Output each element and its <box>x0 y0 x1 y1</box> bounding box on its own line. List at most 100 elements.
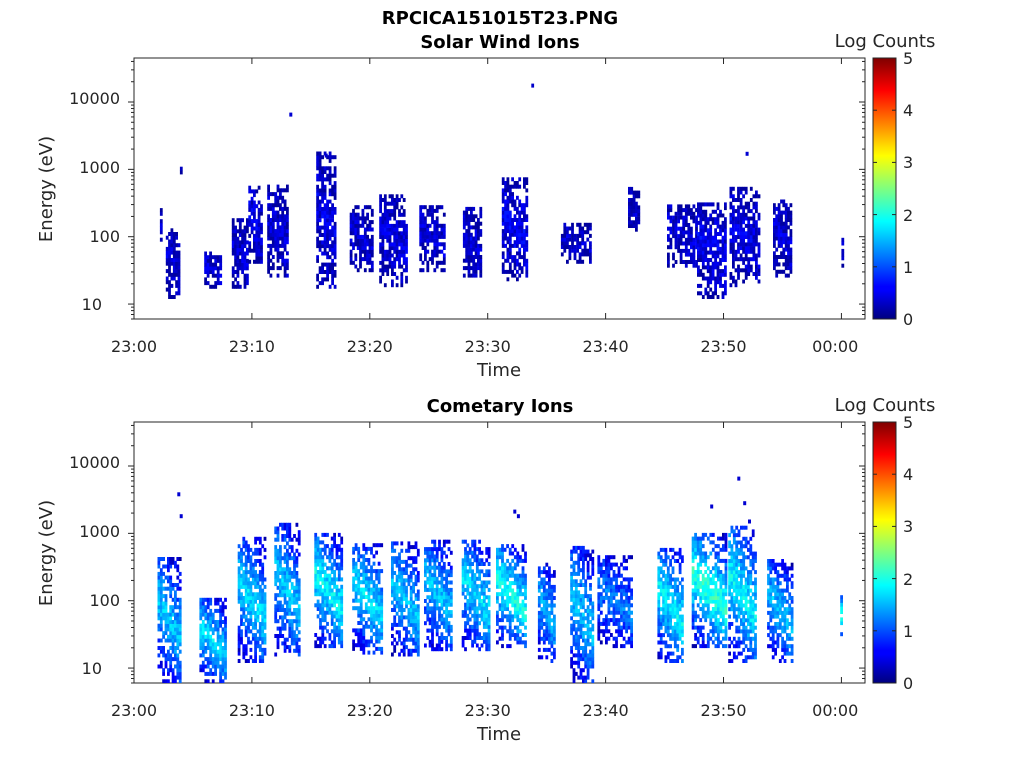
spectrogram-cell <box>506 188 510 193</box>
spectrogram-cell <box>511 255 514 260</box>
spectrogram-cell <box>687 230 691 235</box>
spectrogram-cell <box>333 225 337 230</box>
x-axis-solar-wind: 23:00 23:10 23:20 23:30 23:40 23:50 00:0… <box>111 58 858 356</box>
spectrogram-cell <box>482 595 486 600</box>
spectrogram-cell <box>755 227 758 232</box>
spectrogram-cell <box>321 166 324 171</box>
spectrogram-cell <box>445 569 448 574</box>
spectrogram-cell <box>249 584 253 589</box>
spectrogram-cell <box>247 599 250 604</box>
spectrogram-cell <box>286 240 289 245</box>
spectrogram-cell <box>250 222 254 227</box>
spectrogram-cell <box>363 234 367 239</box>
spectrogram-cell <box>402 648 406 653</box>
spectrogram-cell <box>167 616 170 621</box>
spectrogram-cell <box>250 226 254 231</box>
spectrogram-cell <box>242 570 246 575</box>
spectrogram-cell <box>393 637 397 642</box>
spectrogram-cell <box>328 644 332 649</box>
spectrogram-cell <box>297 537 301 542</box>
spectrogram-cell <box>537 570 541 575</box>
spectrogram-cell <box>176 671 180 676</box>
spectrogram-cell <box>440 576 444 581</box>
spectrogram-cell <box>742 260 745 265</box>
spectrogram-cell <box>516 218 519 222</box>
spectrogram-cell <box>321 547 325 552</box>
spectrogram-cell <box>513 581 517 586</box>
spectrogram-cell <box>400 272 404 276</box>
spectrogram-cell <box>699 269 703 274</box>
spectrogram-cell <box>354 205 358 210</box>
spectrogram-cell <box>470 266 473 271</box>
spectrogram-cell <box>176 564 180 569</box>
spectrogram-cell <box>468 628 472 633</box>
spectrogram-cell <box>782 229 786 234</box>
spectrogram-cell <box>362 561 366 566</box>
spectrogram-cell <box>231 281 235 286</box>
spectrogram-cell <box>206 262 210 267</box>
spectrogram-cell <box>283 589 287 594</box>
spectrogram-cell <box>354 598 358 603</box>
spectrogram-cell <box>214 671 217 676</box>
spectrogram-cell <box>321 577 325 582</box>
spectrogram-cell <box>331 229 334 234</box>
spectrogram-cell <box>323 595 327 600</box>
spectrogram-cell <box>286 556 289 561</box>
spectrogram-cell <box>244 651 248 656</box>
spectrogram-cell <box>333 207 337 211</box>
spectrogram-cell <box>435 576 439 581</box>
spectrogram-cell <box>323 544 327 549</box>
spectrogram-cell <box>465 214 469 219</box>
spectrogram-cell <box>442 539 446 544</box>
spectrogram-cell <box>321 266 324 271</box>
spectrogram-cell <box>721 258 725 262</box>
spectrogram-cell <box>321 177 324 182</box>
spectrogram-cell <box>359 264 362 269</box>
spectrogram-cell <box>739 253 743 258</box>
spectrogram-cell <box>409 611 413 616</box>
spectrogram-cell <box>407 548 411 553</box>
spectrogram-cell <box>214 620 217 624</box>
spectrogram-cell <box>511 581 515 586</box>
spectrogram-cell <box>221 605 225 610</box>
spectrogram-cell <box>286 266 289 271</box>
spectrogram-cell <box>258 625 262 630</box>
spectrogram-cell <box>244 596 248 600</box>
spectrogram-cell <box>379 205 382 210</box>
spectrogram-cell <box>737 235 740 239</box>
spectrogram-cell <box>572 579 576 584</box>
spectrogram-cell <box>496 595 499 600</box>
spectrogram-cell <box>464 587 467 592</box>
spectrogram-cell <box>293 552 296 557</box>
spectrogram-cell <box>496 566 499 571</box>
spectrogram-cell <box>414 574 418 579</box>
spectrogram-cell <box>480 613 484 618</box>
spectrogram-cell <box>364 583 368 588</box>
spectrogram-cell <box>573 256 577 261</box>
spectrogram-cell <box>395 541 399 546</box>
spectrogram-cell <box>241 218 244 223</box>
spectrogram-cell <box>734 235 738 239</box>
spectrogram-cell <box>367 576 371 581</box>
spectrogram-cell <box>169 631 173 636</box>
spectrogram-cell <box>749 268 753 273</box>
spectrogram-cell <box>506 607 509 611</box>
spectrogram-cell <box>438 223 441 228</box>
spectrogram-cell <box>421 212 425 217</box>
spectrogram-cell <box>467 255 471 259</box>
spectrogram-cell <box>682 208 686 213</box>
spectrogram-cell <box>237 566 241 571</box>
spectrogram-cell <box>267 221 270 226</box>
spectrogram-cell <box>775 258 779 263</box>
spectrogram-cell <box>421 216 425 221</box>
spectrogram-cell <box>388 242 392 247</box>
spectrogram-cell <box>478 591 481 596</box>
spectrogram-cell <box>314 544 318 549</box>
spectrogram-cell <box>323 218 327 223</box>
spectrogram-cell <box>314 644 318 649</box>
spectrogram-cell <box>164 608 168 613</box>
spectrogram-cell <box>576 233 579 238</box>
spectrogram-cell <box>525 229 529 234</box>
spectrogram-cell <box>440 595 444 600</box>
spectrogram-cell <box>468 632 472 637</box>
